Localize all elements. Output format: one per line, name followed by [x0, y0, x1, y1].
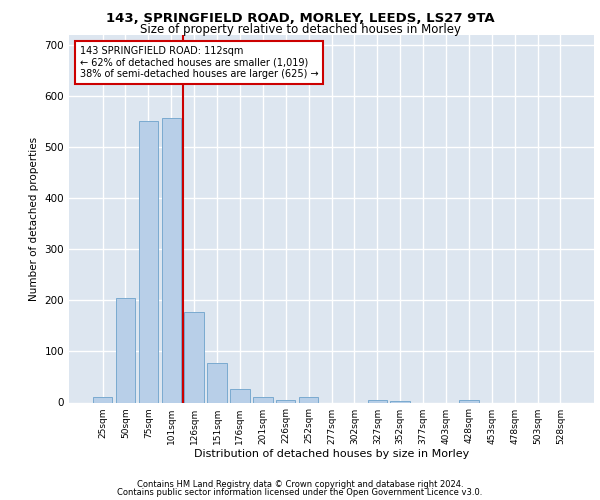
Text: Size of property relative to detached houses in Morley: Size of property relative to detached ho…	[139, 22, 461, 36]
Bar	[368, 400, 387, 402]
Bar	[161, 118, 181, 403]
Bar	[93, 398, 112, 402]
Text: Contains HM Land Registry data © Crown copyright and database right 2024.: Contains HM Land Registry data © Crown c…	[137, 480, 463, 489]
Bar	[391, 401, 410, 402]
Text: Contains public sector information licensed under the Open Government Licence v3: Contains public sector information licen…	[118, 488, 482, 497]
Bar	[276, 400, 295, 402]
Text: 143, SPRINGFIELD ROAD, MORLEY, LEEDS, LS27 9TA: 143, SPRINGFIELD ROAD, MORLEY, LEEDS, LS…	[106, 12, 494, 26]
Bar	[116, 298, 135, 403]
X-axis label: Distribution of detached houses by size in Morley: Distribution of detached houses by size …	[194, 450, 469, 460]
Y-axis label: Number of detached properties: Number of detached properties	[29, 136, 39, 301]
Bar	[299, 398, 319, 402]
Bar	[139, 120, 158, 402]
Bar	[208, 363, 227, 403]
Bar	[459, 400, 479, 402]
Bar	[184, 312, 204, 402]
Bar	[253, 398, 272, 402]
Text: 143 SPRINGFIELD ROAD: 112sqm
← 62% of detached houses are smaller (1,019)
38% of: 143 SPRINGFIELD ROAD: 112sqm ← 62% of de…	[79, 46, 318, 79]
Bar	[230, 388, 250, 402]
